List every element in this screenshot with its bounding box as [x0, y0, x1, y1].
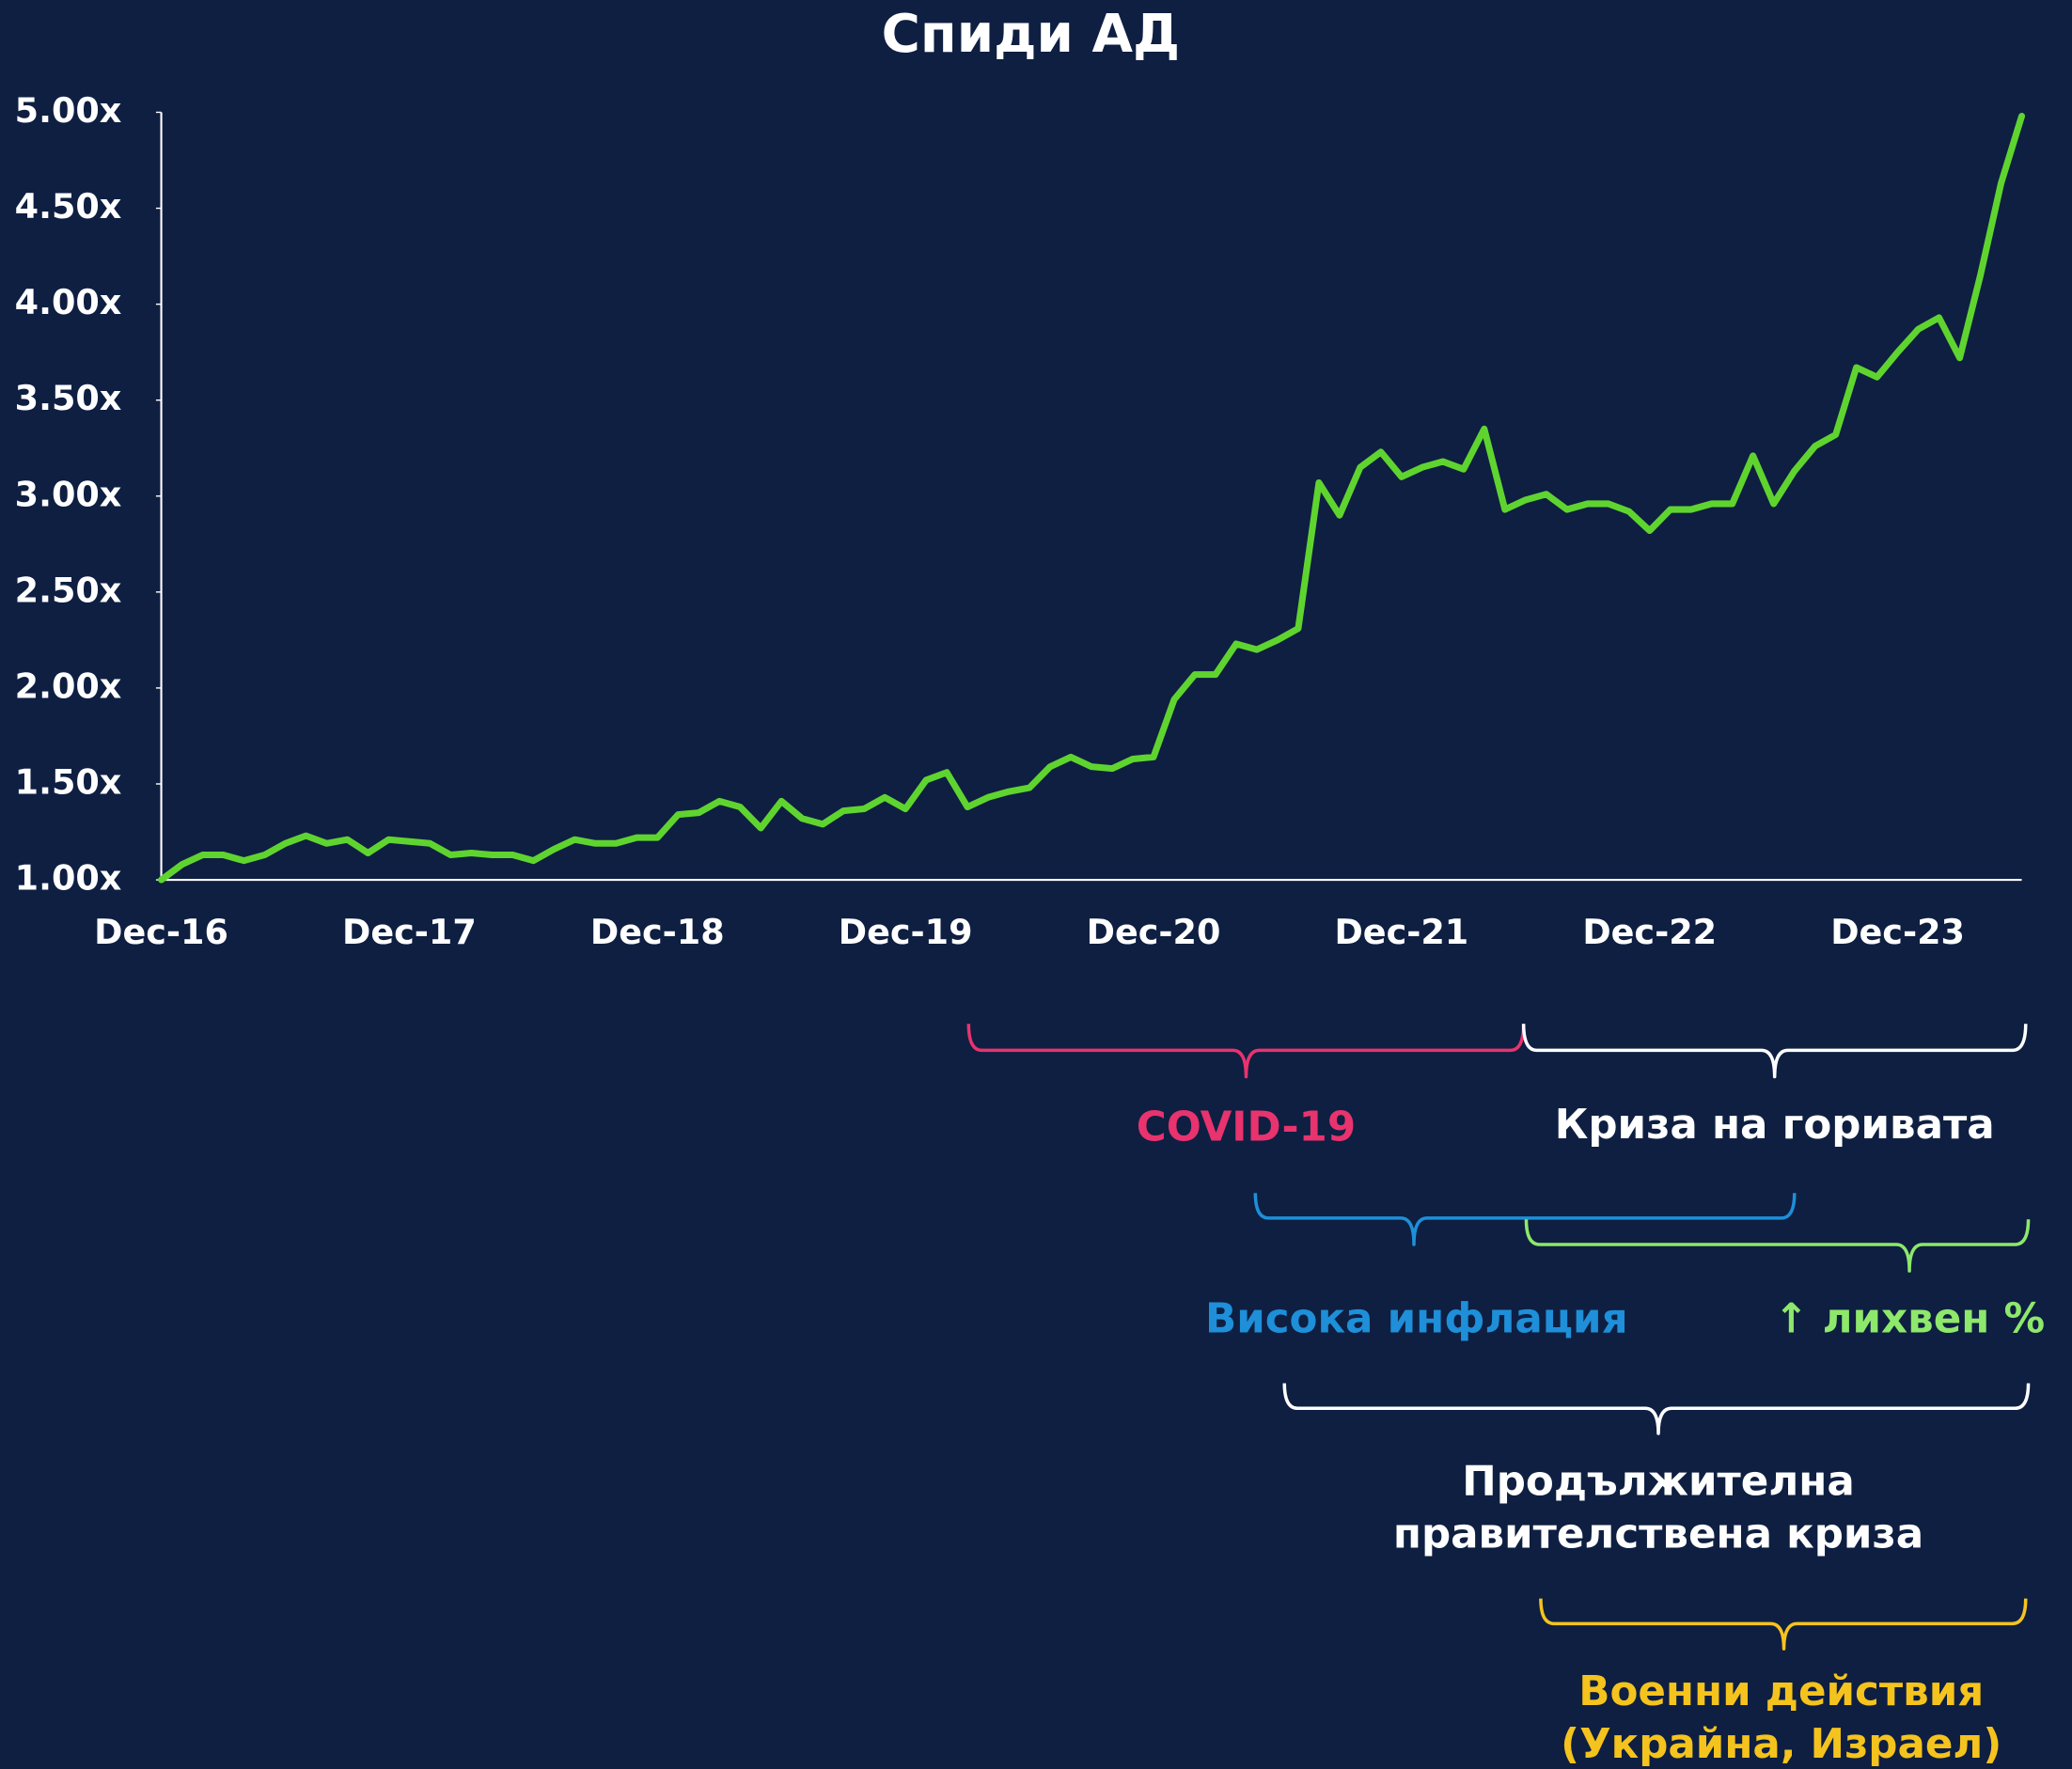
- x-tick-label: Dec-23: [1830, 912, 1965, 952]
- annotation-brace: [966, 1024, 1526, 1079]
- y-tick-label: 1.00x: [15, 858, 122, 899]
- annotation-label: Военни действия: [1578, 1668, 1984, 1715]
- y-tick-label: 4.00x: [15, 282, 122, 322]
- x-tick-label: Dec-20: [1087, 912, 1221, 952]
- y-tick-label: 3.50x: [15, 378, 122, 418]
- annotation-brace: [1539, 1598, 2028, 1651]
- annotation-label: (Украйна, Израел): [1561, 1721, 2001, 1768]
- x-tick-label: Dec-22: [1582, 912, 1717, 952]
- annotation-brace: [1521, 1024, 2028, 1079]
- annotation-brace: [1282, 1383, 2031, 1435]
- x-tick-label: Dec-16: [94, 912, 228, 952]
- data-line: [158, 113, 2026, 884]
- annotation-brace: [1253, 1193, 1797, 1246]
- annotation-label: COVID-19: [1137, 1104, 1356, 1151]
- x-tick-label: Dec-18: [590, 912, 725, 952]
- y-tick-label: 3.00x: [15, 474, 122, 514]
- annotation-label: Висока инфлация: [1205, 1296, 1628, 1343]
- annotation-label: Продължителна: [1462, 1458, 1854, 1505]
- y-tick-label: 1.50x: [15, 762, 122, 803]
- x-tick-label: Dec-17: [342, 912, 477, 952]
- chart-title: Спиди АД: [882, 4, 1180, 65]
- y-tick-label: 2.50x: [15, 570, 122, 610]
- annotation-label: Криза на горивата: [1555, 1102, 1995, 1149]
- y-tick-label: 2.00x: [15, 665, 122, 706]
- x-tick-label: Dec-19: [839, 912, 973, 952]
- annotation-label: правителствена криза: [1393, 1511, 1923, 1558]
- x-tick-label: Dec-21: [1334, 912, 1468, 952]
- y-tick-label: 5.00x: [15, 90, 122, 131]
- annotation-label: ↑ лихвен %: [1774, 1296, 2045, 1343]
- y-tick-label: 4.50x: [15, 186, 122, 227]
- annotation-brace: [1524, 1219, 2031, 1273]
